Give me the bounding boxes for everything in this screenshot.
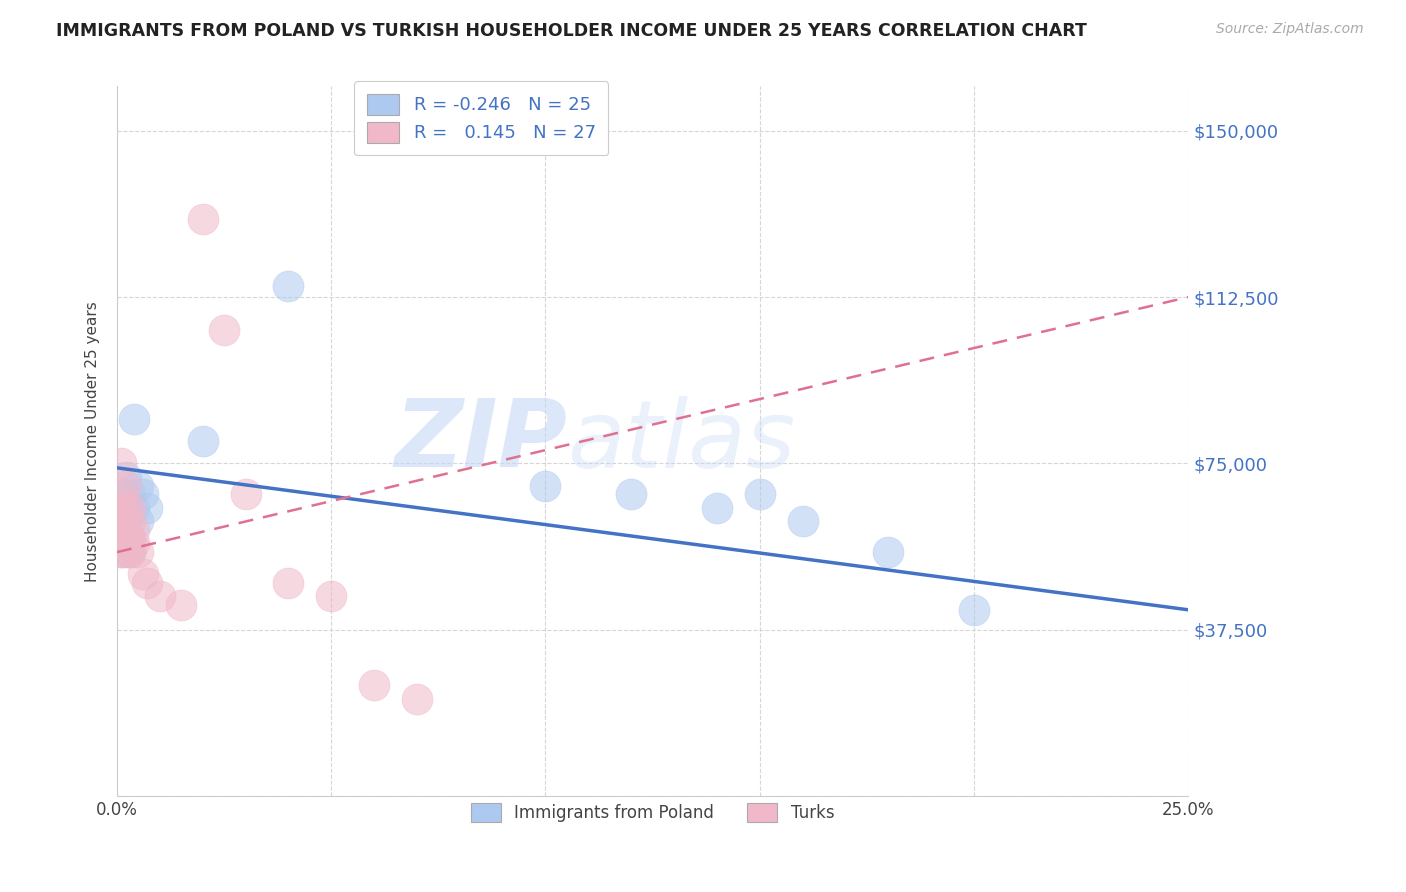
Point <box>110 514 132 528</box>
Point <box>136 576 159 591</box>
Point <box>235 487 257 501</box>
Point <box>149 590 172 604</box>
Point <box>127 478 149 492</box>
Point <box>792 514 814 528</box>
Text: Source: ZipAtlas.com: Source: ZipAtlas.com <box>1216 22 1364 37</box>
Point <box>131 567 153 582</box>
Point <box>122 523 145 537</box>
Point <box>114 500 136 515</box>
Point <box>118 545 141 559</box>
Point <box>110 532 132 546</box>
Point <box>114 545 136 559</box>
Point <box>136 500 159 515</box>
Point <box>131 487 153 501</box>
Point <box>122 500 145 515</box>
Point <box>118 532 141 546</box>
Point <box>963 603 986 617</box>
Point <box>406 691 429 706</box>
Point <box>706 500 728 515</box>
Point <box>118 500 141 515</box>
Point <box>118 545 141 559</box>
Point <box>363 678 385 692</box>
Point <box>127 514 149 528</box>
Point <box>118 514 141 528</box>
Point <box>620 487 643 501</box>
Point <box>277 279 299 293</box>
Point <box>110 457 132 471</box>
Legend: Immigrants from Poland, Turks: Immigrants from Poland, Turks <box>460 791 846 834</box>
Point <box>277 576 299 591</box>
Point <box>114 500 136 515</box>
Point <box>122 536 145 550</box>
Text: atlas: atlas <box>567 396 796 487</box>
Point <box>114 469 136 483</box>
Point <box>191 212 214 227</box>
Point <box>122 412 145 426</box>
Point <box>118 536 141 550</box>
Point <box>114 478 136 492</box>
Point <box>110 545 132 559</box>
Point <box>877 545 900 559</box>
Point <box>321 590 343 604</box>
Point <box>534 478 557 492</box>
Point <box>110 545 132 559</box>
Point <box>110 487 132 501</box>
Point <box>118 487 141 501</box>
Point <box>127 545 149 559</box>
Point <box>114 523 136 537</box>
Text: IMMIGRANTS FROM POLAND VS TURKISH HOUSEHOLDER INCOME UNDER 25 YEARS CORRELATION : IMMIGRANTS FROM POLAND VS TURKISH HOUSEH… <box>56 22 1087 40</box>
Point <box>110 487 132 501</box>
Point <box>170 599 193 613</box>
Point <box>110 500 132 515</box>
Y-axis label: Householder Income Under 25 years: Householder Income Under 25 years <box>86 301 100 582</box>
Point <box>191 434 214 449</box>
Point <box>110 514 132 528</box>
Text: ZIP: ZIP <box>394 395 567 487</box>
Point <box>114 523 136 537</box>
Point <box>748 487 770 501</box>
Point <box>212 323 235 337</box>
